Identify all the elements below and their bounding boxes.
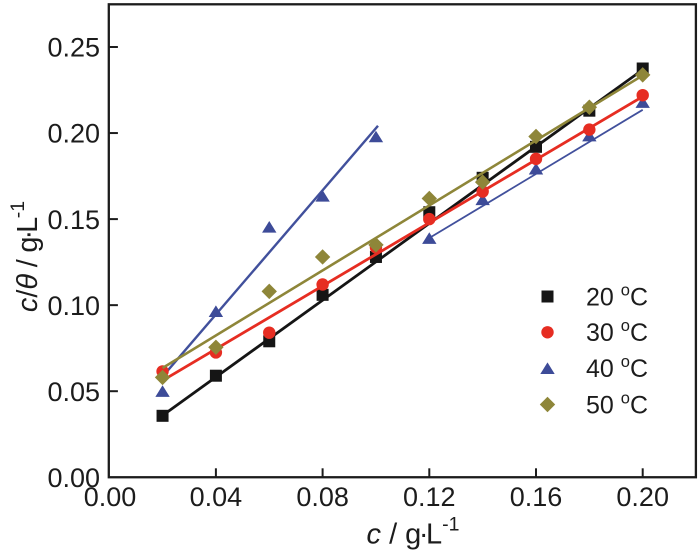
svg-text:30 oC: 30 oC — [586, 317, 648, 347]
svg-text:0.15: 0.15 — [47, 205, 100, 235]
svg-text:0.00: 0.00 — [84, 482, 137, 512]
svg-text:0.20: 0.20 — [47, 119, 100, 149]
svg-text:0.20: 0.20 — [616, 482, 669, 512]
svg-text:40 oC: 40 oC — [586, 353, 648, 383]
svg-text:c/θ / g·L-1: c/θ / g·L-1 — [7, 201, 44, 312]
svg-text:50 oC: 50 oC — [586, 389, 648, 419]
svg-text:0.16: 0.16 — [510, 482, 563, 512]
svg-text:0.00: 0.00 — [47, 463, 100, 493]
svg-text:0.04: 0.04 — [190, 482, 243, 512]
svg-text:0.25: 0.25 — [47, 33, 100, 63]
svg-text:0.08: 0.08 — [296, 482, 349, 512]
svg-text:c / g·L-1: c / g·L-1 — [367, 513, 460, 550]
svg-text:20 oC: 20 oC — [586, 281, 648, 311]
svg-text:0.10: 0.10 — [47, 291, 100, 321]
svg-text:0.12: 0.12 — [403, 482, 456, 512]
svg-text:0.05: 0.05 — [47, 377, 100, 407]
